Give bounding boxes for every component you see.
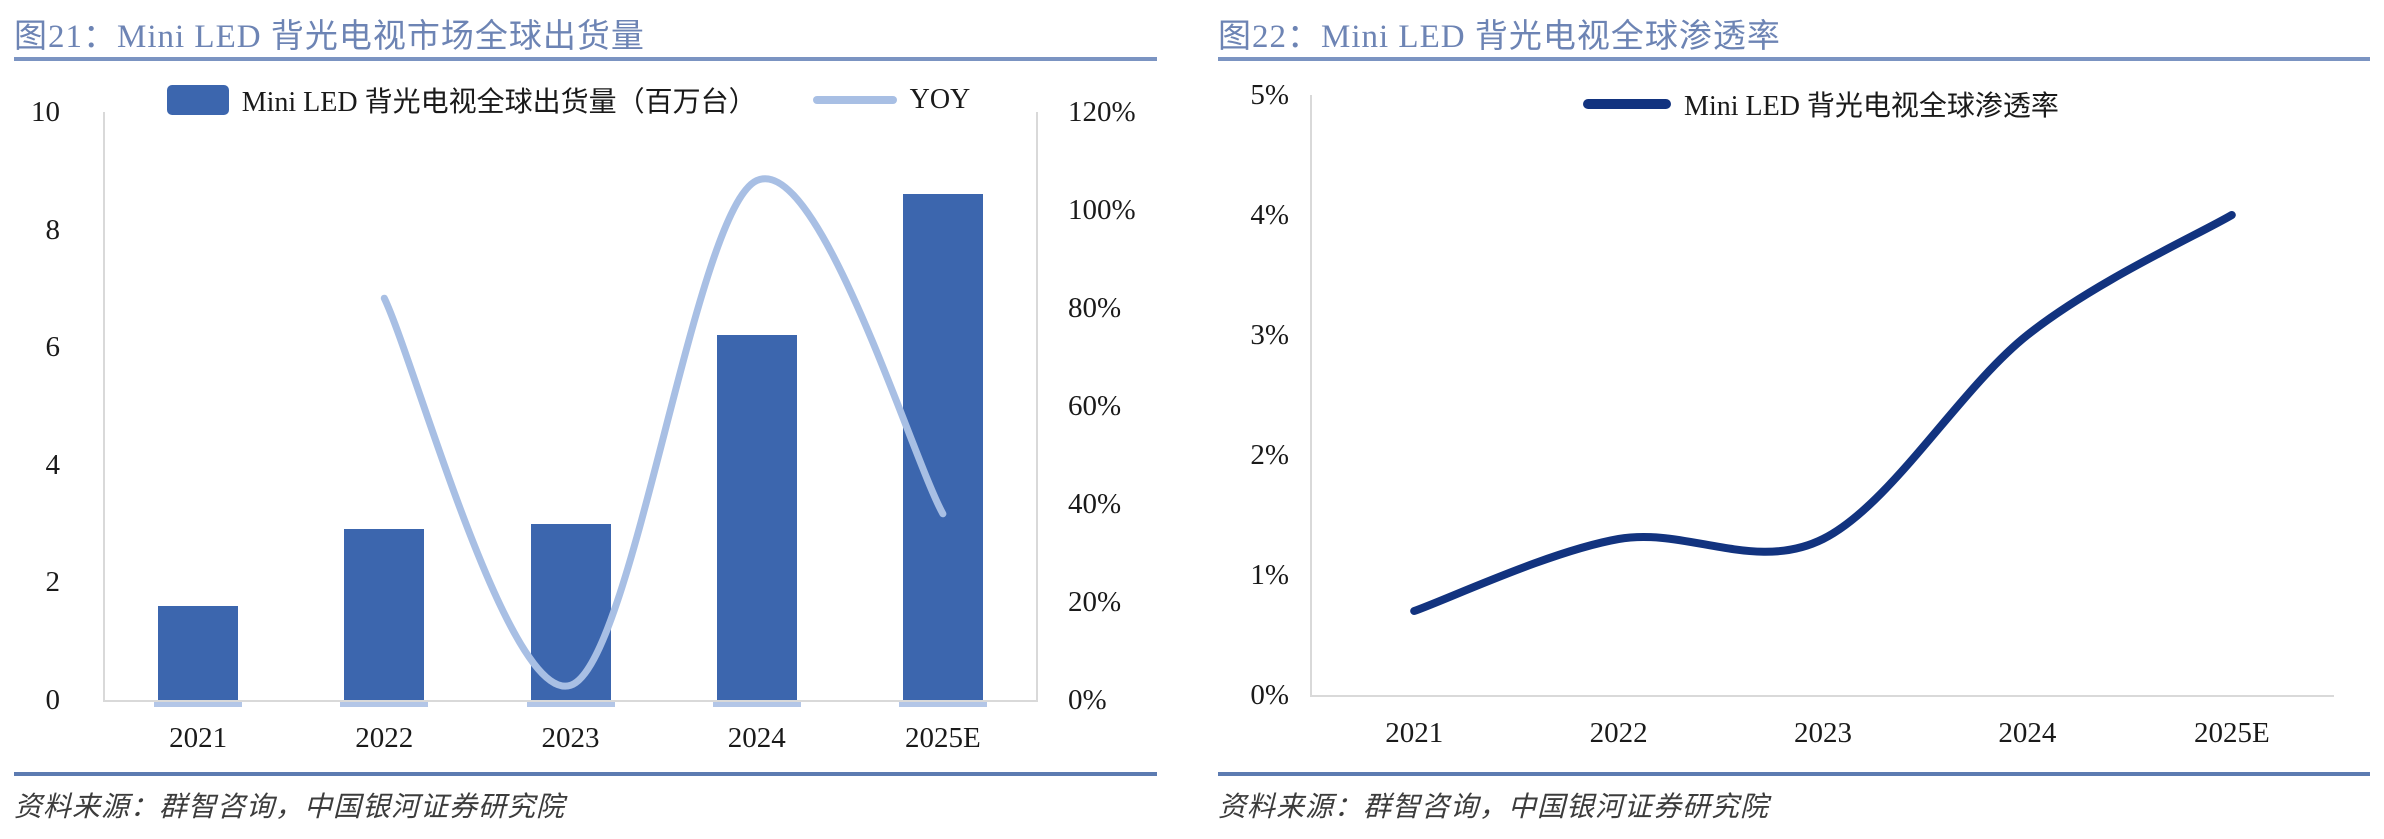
bar-2024 xyxy=(716,335,797,700)
yoy-line xyxy=(380,175,947,690)
x-label-2024: 2024 xyxy=(1998,717,2057,749)
penetration-legend-label: Mini LED 背光电视全球渗透率 xyxy=(1684,91,2059,122)
x-label-2024: 2024 xyxy=(727,722,786,754)
y-axis-tick-1%: 1% xyxy=(1250,559,1289,591)
figure-21-title: 图21：Mini LED 背光电视市场全球出货量 xyxy=(14,19,645,55)
right-axis-tick-40%: 40% xyxy=(1068,488,1122,520)
figure-21-title-rule xyxy=(14,57,1157,61)
bar-base-strip-2022 xyxy=(340,702,429,707)
x-label-2025E: 2025E xyxy=(2193,717,2270,749)
figure-22-source-note: 资料来源：群智咨询，中国银河证券研究院 xyxy=(1218,792,1770,823)
bar-base-strip-2025E xyxy=(898,702,987,707)
y-axis-tick-5%: 5% xyxy=(1250,79,1289,111)
x-label-2023: 2023 xyxy=(1794,717,1852,749)
right-axis-tick-0%: 0% xyxy=(1068,684,1107,716)
x-label-2022: 2022 xyxy=(1589,717,1648,749)
x-label-2021: 2021 xyxy=(1385,717,1444,749)
figure-22-title-rule xyxy=(1218,57,2370,61)
shipments-bar-legend-label: Mini LED 背光电视全球出货量（百万台） xyxy=(241,87,757,118)
bar-2022 xyxy=(344,529,425,700)
y-axis-tick-8: 8 xyxy=(45,214,61,246)
right-axis-tick-100%: 100% xyxy=(1068,194,1136,226)
bar-base-strip-2023 xyxy=(526,702,615,707)
bar-base-strip-2021 xyxy=(154,702,243,707)
x-label-2022: 2022 xyxy=(355,722,414,754)
right-axis-tick-20%: 20% xyxy=(1068,586,1122,618)
x-label-2023: 2023 xyxy=(541,722,600,754)
figure-21-bottom-rule xyxy=(14,772,1157,776)
penetration-line-swatch-icon xyxy=(1583,99,1672,109)
figure-22-plot-area: 2021 2022 2023 2024 2025E 0% 1% 2% 3% 4% 5% xyxy=(1250,79,2334,749)
y-axis-tick-2%: 2% xyxy=(1250,439,1289,471)
figure-21-legend-bar-item: Mini LED 背光电视全球出货量（百万台） xyxy=(166,80,757,120)
y-axis-tick-6: 6 xyxy=(45,331,61,363)
penetration-line xyxy=(1410,211,2236,615)
figure-21-plot-area: 2021 2022 2023 2024 2025E 0 2 4 6 8 10 0% 20% 40% 60% 8… xyxy=(31,96,1136,754)
x-label-2025E: 2025E xyxy=(905,722,981,754)
y-axis-tick-0: 0 xyxy=(45,684,61,716)
bar-2021 xyxy=(158,606,239,700)
figure-21-legend: Mini LED 背光电视全球出货量（百万台） YOY xyxy=(103,80,1034,120)
figure-22-legend-line-item: Mini LED 背光电视全球渗透率 xyxy=(1583,84,2059,124)
figure-21-source-note: 资料来源：群智咨询，中国银河证券研究院 xyxy=(14,792,566,823)
y-axis-tick-10: 10 xyxy=(31,96,60,128)
y-axis-tick-4: 4 xyxy=(45,449,61,481)
figure-21-legend-line-item: YOY xyxy=(812,84,971,116)
yoy-line-layer xyxy=(380,175,947,690)
figure-22-legend: Mini LED 背光电视全球渗透率 xyxy=(1310,84,2332,124)
x-label-2021: 2021 xyxy=(169,722,228,754)
right-axis-tick-120%: 120% xyxy=(1068,96,1136,128)
yoy-line-swatch-icon xyxy=(812,96,897,104)
figure-22-bottom-rule xyxy=(1218,772,2370,776)
y-axis-tick-0%: 0% xyxy=(1250,679,1289,711)
shipments-bar-swatch-icon xyxy=(166,85,229,115)
yoy-legend-label: YOY xyxy=(909,84,971,115)
penetration-line-layer xyxy=(1410,211,2236,615)
right-axis-tick-60%: 60% xyxy=(1068,390,1122,422)
figure-22-title: 图22：Mini LED 背光电视全球渗透率 xyxy=(1218,19,1781,55)
y-axis-tick-3%: 3% xyxy=(1250,319,1289,351)
y-axis-tick-2: 2 xyxy=(45,566,61,598)
right-axis-tick-80%: 80% xyxy=(1068,292,1122,324)
y-axis-tick-4%: 4% xyxy=(1250,199,1289,231)
bar-base-strip-2024 xyxy=(712,702,801,707)
